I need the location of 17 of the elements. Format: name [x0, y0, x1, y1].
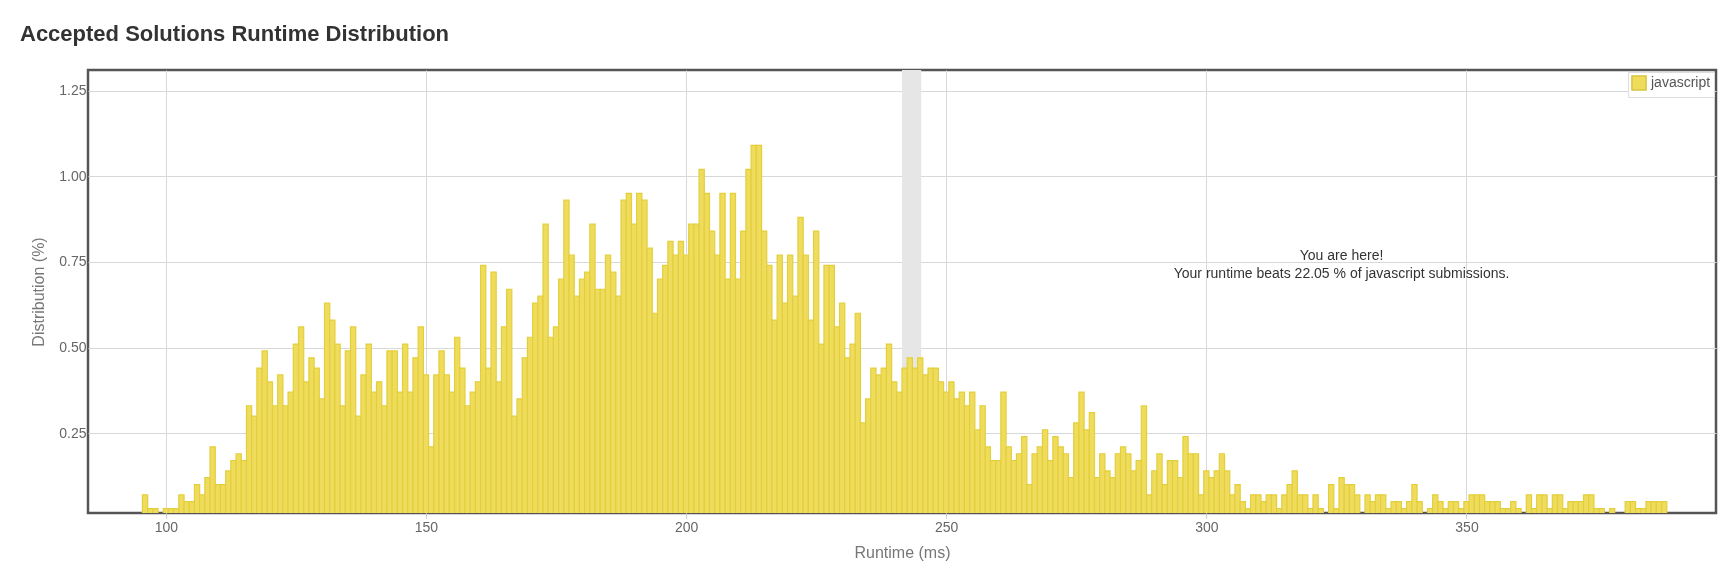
y-tick-label: 1.00 [59, 167, 87, 184]
annotation: Your runtime beats 22.05 % of javascript submissions. [1173, 265, 1510, 282]
x-tick-label: 150 [414, 518, 439, 535]
x-tick-label: 300 [1195, 518, 1219, 535]
x-tick-label: 250 [935, 518, 959, 535]
legend-label: javascript [1650, 74, 1711, 90]
y-tick-label: 0.75 [59, 253, 87, 270]
x-tick-label: 200 [674, 518, 699, 535]
y-tick-label: 0.25 [59, 424, 87, 441]
x-tick-label: 100 [154, 518, 179, 535]
x-axis-title: Runtime (ms) [854, 543, 951, 561]
y-tick-label: 1.25 [59, 82, 87, 99]
y-tick-label: 0.50 [59, 339, 87, 356]
x-tick-label: 350 [1455, 518, 1479, 535]
chart-title: Accepted Solutions Runtime Distribution [20, 21, 450, 46]
y-axis-title: Distribution (%) [30, 237, 48, 347]
annotation: You are here! [1299, 247, 1384, 264]
